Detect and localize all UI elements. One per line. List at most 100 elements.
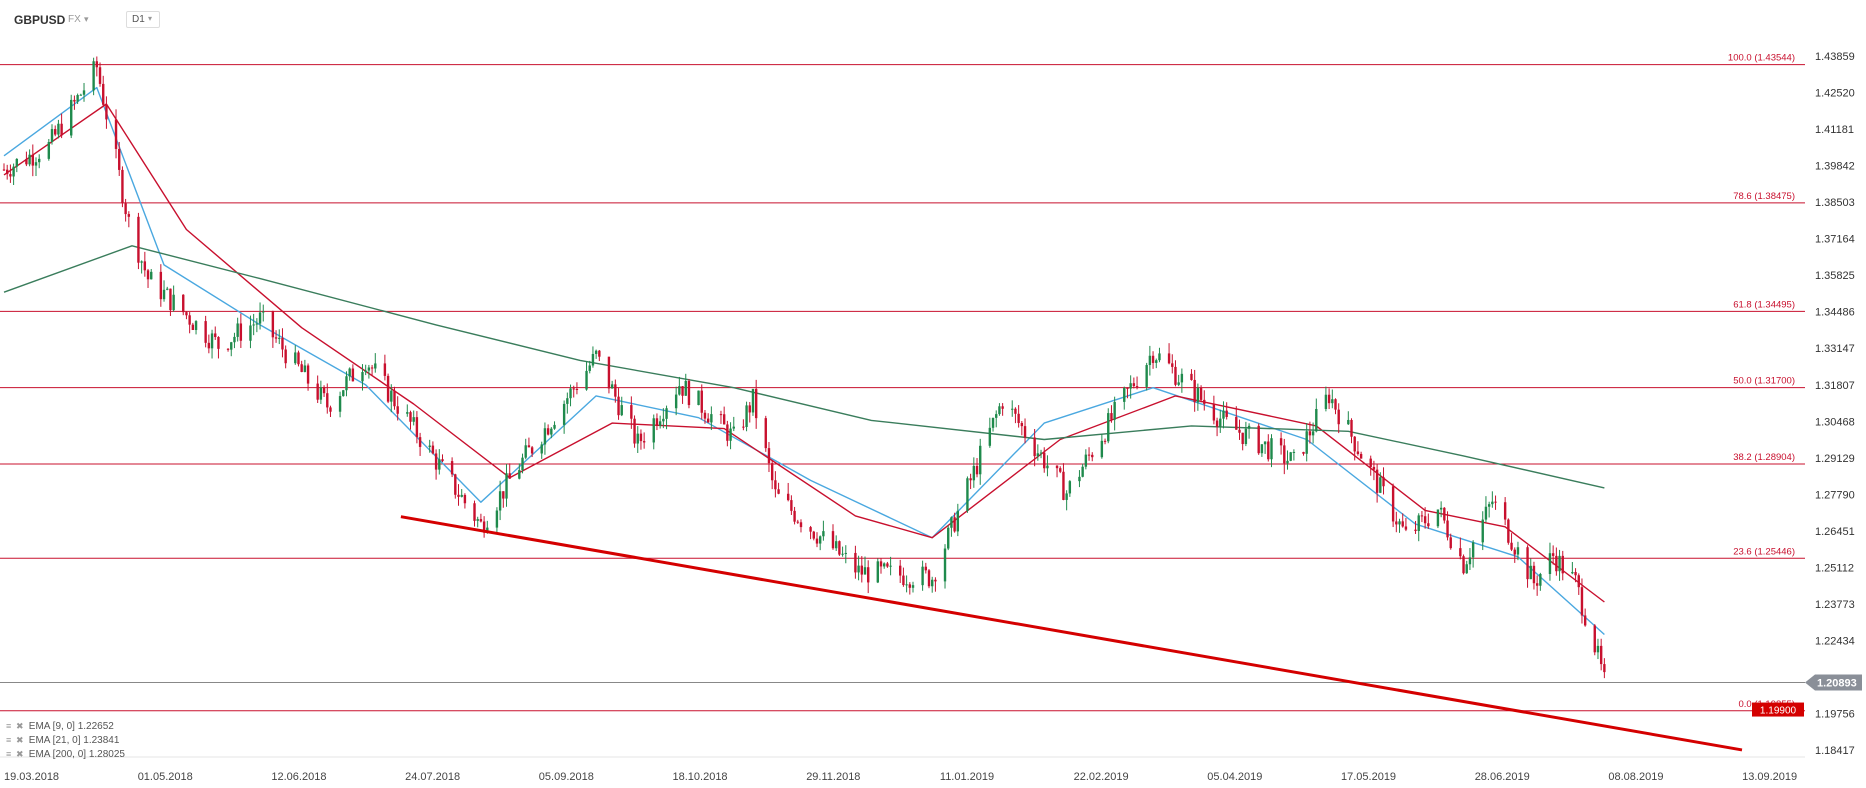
candle-body[interactable]	[911, 585, 915, 588]
candle-body[interactable]	[1100, 440, 1104, 458]
candle-body[interactable]	[594, 350, 598, 354]
candle-body[interactable]	[1535, 583, 1539, 586]
candle-body[interactable]	[844, 552, 847, 554]
candle-body[interactable]	[1084, 454, 1088, 467]
candle-body[interactable]	[969, 478, 972, 481]
candle-body[interactable]	[521, 457, 524, 471]
candle-body[interactable]	[1596, 645, 1600, 653]
candle-body[interactable]	[1471, 542, 1475, 558]
candle-body[interactable]	[396, 406, 399, 414]
candle-body[interactable]	[1334, 399, 1337, 410]
candle-body[interactable]	[2, 169, 6, 171]
candle-body[interactable]	[1423, 516, 1427, 524]
candle-body[interactable]	[1347, 419, 1350, 425]
candle-body[interactable]	[92, 61, 95, 91]
candle-body[interactable]	[1177, 382, 1180, 385]
candle-body[interactable]	[191, 324, 195, 331]
candle-body[interactable]	[857, 565, 860, 573]
candle-body[interactable]	[207, 342, 211, 349]
candle-body[interactable]	[710, 414, 713, 423]
candle-body[interactable]	[300, 364, 303, 372]
candle-body[interactable]	[428, 445, 431, 447]
candle-body[interactable]	[182, 294, 185, 313]
candle-body[interactable]	[1126, 387, 1129, 389]
candle-body[interactable]	[1113, 401, 1116, 420]
support-trendline[interactable]	[400, 515, 1743, 752]
candle-body[interactable]	[1427, 523, 1430, 527]
candle-body[interactable]	[793, 510, 796, 522]
candle-body[interactable]	[121, 169, 124, 204]
candle-body[interactable]	[271, 311, 275, 338]
candle-body[interactable]	[9, 174, 12, 177]
candle-body[interactable]	[630, 405, 633, 419]
candle-body[interactable]	[1292, 451, 1296, 453]
indicator-legend-ema21[interactable]: ≡ ✖ EMA [21, 0] 1.23841	[6, 735, 119, 746]
candle-body[interactable]	[486, 527, 489, 533]
candle-body[interactable]	[684, 380, 687, 396]
candle-body[interactable]	[1260, 444, 1264, 454]
candle-body[interactable]	[1446, 520, 1449, 538]
candle-body[interactable]	[1286, 460, 1289, 464]
current-price-tag[interactable]	[1805, 674, 1862, 691]
candle-body[interactable]	[697, 390, 700, 406]
candle-body[interactable]	[831, 531, 835, 549]
candle-body[interactable]	[210, 333, 214, 349]
candle-body[interactable]	[1327, 394, 1331, 404]
candle-body[interactable]	[1107, 413, 1110, 442]
candle-body[interactable]	[150, 271, 153, 280]
candle-body[interactable]	[703, 412, 707, 419]
candle-body[interactable]	[393, 390, 396, 407]
candle-body[interactable]	[1526, 547, 1529, 580]
candle-body[interactable]	[204, 321, 207, 343]
candle-body[interactable]	[1494, 501, 1497, 503]
candle-body[interactable]	[38, 158, 41, 163]
candle-body[interactable]	[473, 503, 476, 521]
candle-body[interactable]	[12, 166, 15, 177]
candle-body[interactable]	[636, 433, 639, 444]
candle-body[interactable]	[1023, 426, 1027, 438]
candle-body[interactable]	[1356, 451, 1360, 454]
candle-body[interactable]	[322, 387, 326, 394]
candle-body[interactable]	[230, 342, 233, 350]
candle-body[interactable]	[1510, 542, 1513, 550]
candle-body[interactable]	[767, 448, 771, 464]
candle-body[interactable]	[876, 561, 880, 583]
candle-body[interactable]	[70, 99, 73, 136]
candle-body[interactable]	[214, 333, 217, 338]
candle-body[interactable]	[719, 414, 723, 416]
candle-body[interactable]	[1011, 408, 1014, 410]
candle-body[interactable]	[1235, 416, 1238, 430]
candle-body[interactable]	[1238, 429, 1241, 433]
candle-body[interactable]	[294, 352, 297, 364]
candle-body[interactable]	[226, 348, 230, 350]
candle-body[interactable]	[1148, 355, 1152, 366]
candle-body[interactable]	[1484, 506, 1488, 520]
candle-body[interactable]	[799, 522, 803, 528]
candle-body[interactable]	[1603, 664, 1606, 673]
candle-body[interactable]	[258, 312, 262, 324]
candle-body[interactable]	[1289, 452, 1292, 461]
candle-body[interactable]	[1401, 521, 1404, 527]
candle-body[interactable]	[927, 570, 931, 587]
candle-body[interactable]	[418, 437, 422, 447]
candle-body[interactable]	[1059, 468, 1062, 472]
candle-body[interactable]	[642, 441, 646, 443]
candle-body[interactable]	[370, 367, 374, 369]
candle-body[interactable]	[1369, 458, 1372, 467]
candle-body[interactable]	[1513, 549, 1516, 555]
candle-body[interactable]	[34, 162, 38, 166]
candle-body[interactable]	[28, 154, 31, 165]
indicator-legend-ema200[interactable]: ≡ ✖ EMA [200, 0] 1.28025	[6, 749, 125, 760]
candle-body[interactable]	[658, 421, 662, 426]
candle-body[interactable]	[899, 565, 902, 576]
candle-body[interactable]	[1465, 564, 1468, 574]
candle-body[interactable]	[124, 203, 127, 215]
candle-body[interactable]	[281, 337, 284, 350]
candle-body[interactable]	[1196, 387, 1200, 403]
candle-body[interactable]	[1551, 553, 1555, 556]
candle-body[interactable]	[1017, 413, 1020, 424]
candle-body[interactable]	[482, 521, 486, 533]
candle-body[interactable]	[956, 510, 960, 532]
candle-body[interactable]	[1436, 509, 1440, 527]
candle-body[interactable]	[815, 538, 819, 544]
